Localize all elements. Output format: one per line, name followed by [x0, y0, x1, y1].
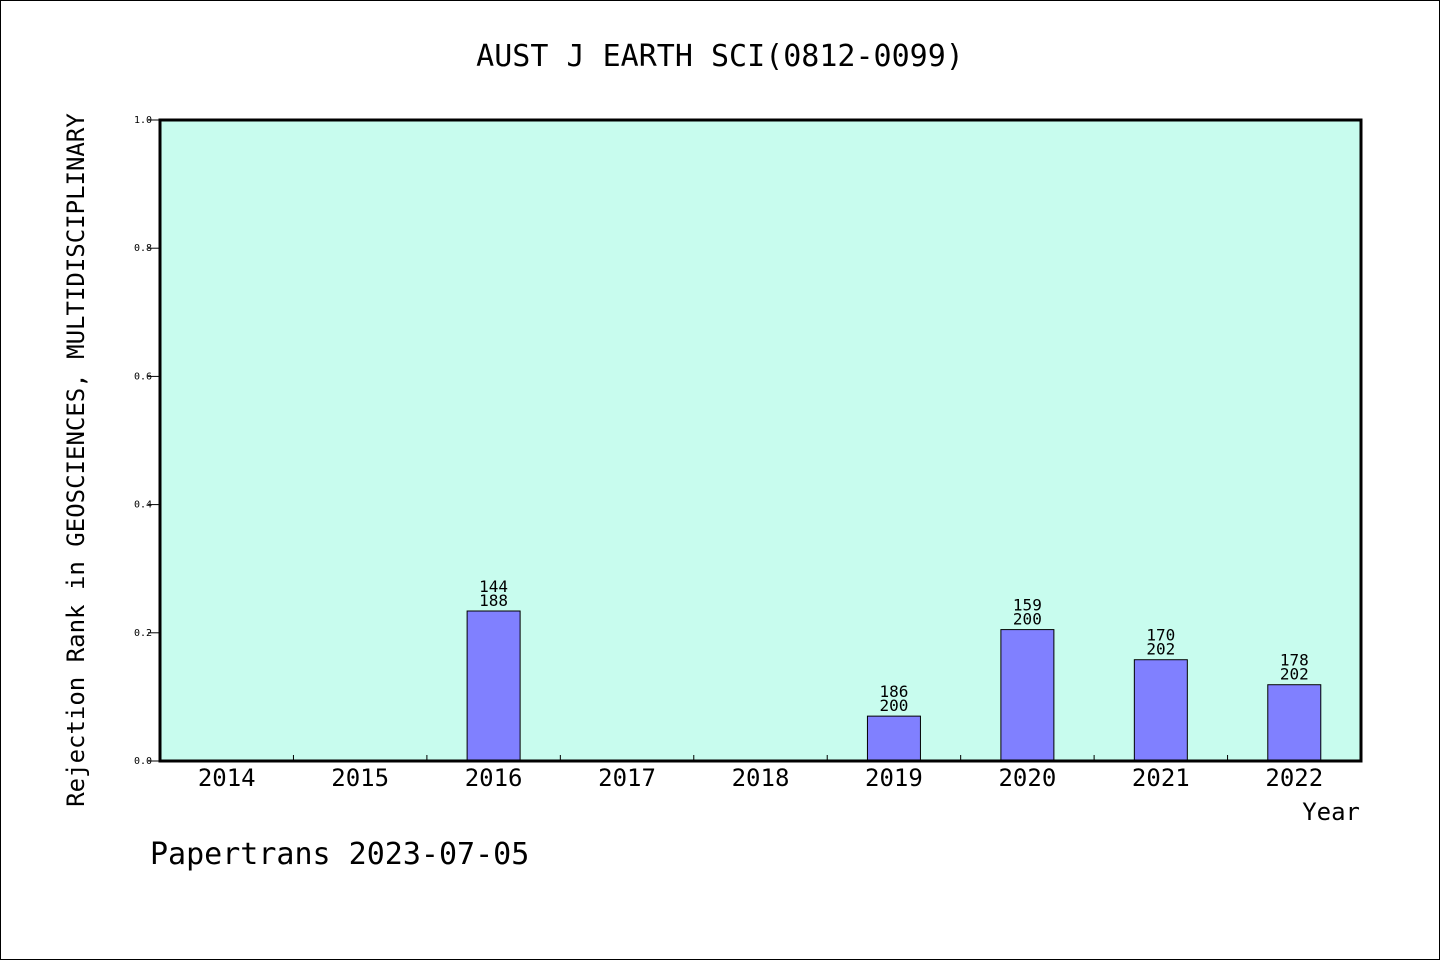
- y-tick-label: 0.0: [134, 756, 152, 767]
- y-axis-tick-labels: 0.0 0.2 0.4 0.6 0.8 1.0: [134, 115, 152, 767]
- bar-label-rank: 159: [1013, 596, 1042, 615]
- x-tick-label: 2014: [198, 764, 256, 792]
- y-axis-label: Rejection Rank in GEOSCIENCES, MULTIDISC…: [62, 113, 90, 807]
- bar-label-rank: 178: [1280, 651, 1309, 670]
- x-tick-label: 2016: [465, 764, 523, 792]
- bar-label-total: 200: [1013, 610, 1042, 629]
- bar-2016: [466, 610, 521, 762]
- bar-label-total: 188: [479, 591, 508, 610]
- bar-label-rank: 144: [479, 577, 508, 596]
- y-tick-label: 0.2: [134, 628, 152, 639]
- x-axis-tick-labels: 2014 2015 2016 2017 2018 2019 2020 2021 2022: [198, 764, 1323, 792]
- footer-credit: Papertrans 2023-07-05: [150, 837, 529, 872]
- bar-2020: [1000, 629, 1055, 762]
- plot-border: [158, 118, 1363, 763]
- y-tick-label: 0.4: [134, 500, 152, 511]
- bar-label-total: 202: [1280, 665, 1309, 684]
- x-tick-label: 2019: [865, 764, 923, 792]
- chart-title: AUST J EARTH SCI(0812-0099): [476, 39, 964, 74]
- y-tick-label: 0.8: [134, 243, 152, 254]
- y-tick-label: 0.6: [134, 371, 152, 382]
- bar-2019: [866, 715, 921, 762]
- y-tick-label: 1.0: [134, 115, 152, 126]
- x-tick-label: 2022: [1265, 764, 1323, 792]
- x-tick-label: 2020: [998, 764, 1056, 792]
- bar-2021: [1133, 659, 1188, 762]
- x-tick-label: 2018: [732, 764, 790, 792]
- x-tick-label: 2015: [331, 764, 389, 792]
- bar-label-total: 202: [1146, 640, 1175, 659]
- bar-label-rank: 170: [1146, 626, 1175, 645]
- bar-group: [466, 610, 1322, 762]
- plot-area: [160, 120, 1361, 761]
- x-tick-label: 2017: [598, 764, 656, 792]
- bar-2022: [1267, 684, 1322, 762]
- x-axis-label: Year: [1302, 798, 1360, 826]
- x-tick-label: 2021: [1132, 764, 1190, 792]
- bar-label-rank: 186: [879, 682, 908, 701]
- bar-label-total: 200: [879, 696, 908, 715]
